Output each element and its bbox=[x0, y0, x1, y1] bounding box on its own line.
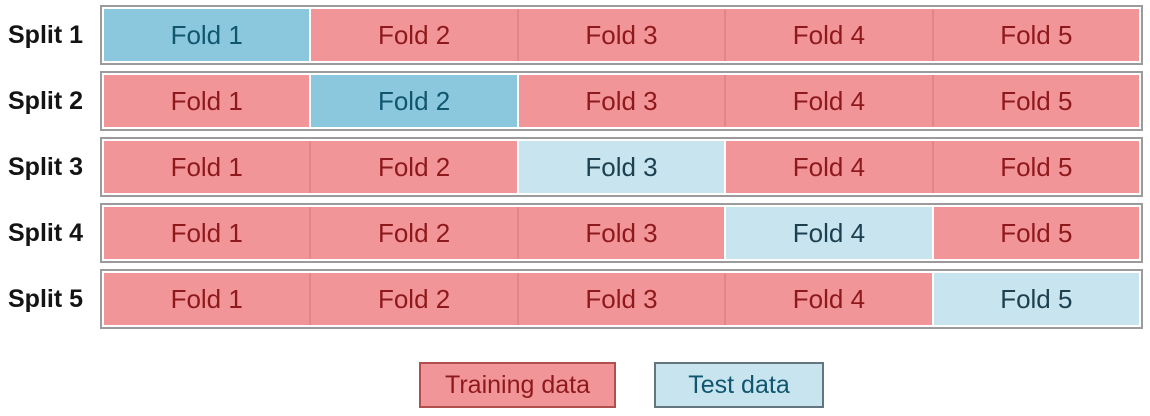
split-label: Split 5 bbox=[8, 284, 84, 313]
split-label: Split 2 bbox=[8, 86, 84, 115]
split-row: Fold 1 Fold 2 Fold 3 Fold 4 Fold 5 bbox=[100, 71, 1143, 131]
fold-cell: Fold 2 bbox=[311, 9, 517, 61]
fold-cell: Fold 3 bbox=[516, 9, 725, 61]
fold-cell: Fold 1 bbox=[104, 9, 310, 61]
split-row: Fold 1 Fold 2 Fold 3 Fold 4 Fold 5 bbox=[100, 5, 1143, 65]
fold-cell: Fold 3 bbox=[518, 141, 725, 193]
split-row-container: Split 2 Fold 1 Fold 2 Fold 3 Fold 4 Fold… bbox=[0, 71, 1143, 131]
fold-cell: Fold 3 bbox=[518, 75, 725, 127]
fold-cell: Fold 1 bbox=[104, 141, 310, 193]
fold-cell: Fold 4 bbox=[724, 9, 932, 61]
split-row-container: Split 4 Fold 1 Fold 2 Fold 3 Fold 4 Fold… bbox=[0, 203, 1143, 263]
splits-grid: Split 1 Fold 1 Fold 2 Fold 3 Fold 4 Fold… bbox=[0, 5, 1143, 335]
fold-cell: Fold 4 bbox=[726, 207, 932, 259]
fold-cell: Fold 5 bbox=[933, 273, 1140, 325]
split-label: Split 1 bbox=[8, 20, 84, 49]
fold-cell: Fold 5 bbox=[931, 141, 1140, 193]
fold-cell: Fold 5 bbox=[931, 75, 1140, 127]
split-row-container: Split 3 Fold 1 Fold 2 Fold 3 Fold 4 Fold… bbox=[0, 137, 1143, 197]
split-row-container: Split 5 Fold 1 Fold 2 Fold 3 Fold 4 Fold… bbox=[0, 269, 1143, 329]
split-row: Fold 1 Fold 2 Fold 3 Fold 4 Fold 5 bbox=[100, 269, 1143, 329]
fold-cell: Fold 2 bbox=[311, 75, 517, 127]
fold-cell: Fold 2 bbox=[309, 273, 517, 325]
fold-cell: Fold 1 bbox=[104, 273, 310, 325]
legend-training-box: Training data bbox=[419, 362, 616, 408]
legend: Training data Test data bbox=[100, 362, 1143, 408]
fold-cell: Fold 3 bbox=[516, 207, 725, 259]
fold-cell: Fold 1 bbox=[104, 207, 310, 259]
legend-training-label: Training data bbox=[445, 370, 590, 399]
legend-test-label: Test data bbox=[688, 370, 790, 399]
fold-cell: Fold 1 bbox=[104, 75, 310, 127]
split-row: Fold 1 Fold 2 Fold 3 Fold 4 Fold 5 bbox=[100, 137, 1143, 197]
fold-cell: Fold 4 bbox=[724, 75, 932, 127]
fold-cell: Fold 5 bbox=[933, 207, 1140, 259]
split-row: Fold 1 Fold 2 Fold 3 Fold 4 Fold 5 bbox=[100, 203, 1143, 263]
legend-test-box: Test data bbox=[654, 362, 824, 408]
fold-cell: Fold 2 bbox=[309, 207, 517, 259]
fold-cell: Fold 3 bbox=[516, 273, 725, 325]
split-label: Split 4 bbox=[8, 218, 84, 247]
fold-cell: Fold 4 bbox=[726, 141, 932, 193]
fold-cell: Fold 4 bbox=[724, 273, 932, 325]
split-row-container: Split 1 Fold 1 Fold 2 Fold 3 Fold 4 Fold… bbox=[0, 5, 1143, 65]
split-label: Split 3 bbox=[8, 152, 84, 181]
fold-cell: Fold 2 bbox=[309, 141, 517, 193]
fold-cell: Fold 5 bbox=[931, 9, 1140, 61]
